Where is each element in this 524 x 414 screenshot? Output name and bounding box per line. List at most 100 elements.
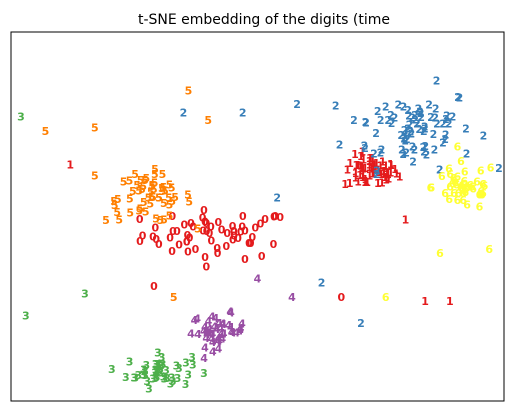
digit-5-point: 5 [111, 199, 119, 212]
digit-6-point: 6 [463, 182, 471, 195]
digit-0-point: 0 [199, 212, 207, 225]
digit-2-point: 2 [417, 111, 425, 124]
digit-4-point: 4 [214, 334, 222, 347]
digit-1-point: 1 [380, 165, 388, 178]
digit-0-point: 0 [168, 210, 176, 223]
digit-5-point: 5 [149, 191, 157, 204]
digit-2-point: 2 [439, 137, 447, 150]
digit-3-point: 3 [152, 365, 160, 378]
digit-1-point: 1 [357, 150, 365, 163]
digit-2-point: 2 [407, 126, 415, 139]
digit-5-point: 5 [140, 196, 148, 209]
digit-0-point: 0 [271, 210, 279, 223]
digit-3-point: 3 [142, 359, 150, 372]
digit-6-point: 6 [458, 183, 466, 196]
digit-1-point: 1 [383, 167, 391, 180]
digit-5-point: 5 [171, 191, 179, 204]
digit-0-point: 0 [149, 230, 157, 243]
digit-1-point: 1 [358, 145, 366, 158]
digit-2-point: 2 [387, 109, 395, 122]
digit-1-point: 1 [372, 157, 380, 170]
digit-0-point: 0 [199, 224, 207, 237]
digit-5-point: 5 [145, 192, 153, 205]
digit-0-point: 0 [183, 236, 191, 249]
digit-1-point: 1 [351, 148, 359, 161]
digit-2-point: 2 [397, 129, 405, 142]
digit-3-point: 3 [169, 375, 177, 388]
digit-0-point: 0 [248, 231, 256, 244]
digit-1-point: 1 [396, 170, 404, 183]
digit-2-point: 2 [425, 99, 433, 112]
digit-1-point: 1 [368, 154, 376, 167]
digit-6-point: 6 [473, 176, 481, 189]
digit-2-point: 2 [400, 133, 408, 146]
digit-5-outlier: 5 [42, 125, 50, 138]
digit-2-point: 2 [421, 140, 429, 153]
digit-2-point: 2 [362, 116, 370, 129]
digit-3-point: 3 [167, 378, 175, 391]
digit-6-point: 6 [450, 187, 458, 200]
digit-4-point: 4 [207, 328, 215, 341]
digit-2-point: 2 [415, 123, 423, 136]
digit-3-point: 3 [152, 372, 160, 385]
digit-1-point: 1 [366, 152, 374, 165]
digit-5-point: 5 [148, 180, 156, 193]
digit-3-point: 3 [152, 363, 160, 376]
digit-0-point: 0 [238, 221, 246, 234]
digit-5-point: 5 [110, 195, 118, 208]
digit-3-point: 3 [151, 366, 159, 379]
digit-1-point: 1 [359, 162, 367, 175]
digit-2-outlier: 2 [357, 317, 365, 330]
digit-3-point: 3 [154, 347, 162, 360]
digit-2-point: 2 [404, 123, 412, 136]
digit-2-point: 2 [401, 132, 409, 145]
digit-0-point: 0 [270, 238, 278, 251]
digit-1-point: 1 [361, 162, 369, 175]
digit-2-point: 2 [427, 111, 435, 124]
digit-0-point: 0 [180, 219, 188, 232]
digit-4-point: 4 [201, 321, 209, 334]
digit-2-point: 2 [401, 135, 409, 148]
digit-1-point: 1 [387, 166, 395, 179]
digit-0-point: 0 [229, 220, 237, 233]
digit-2-point: 2 [456, 91, 464, 104]
digit-4-point: 4 [213, 323, 221, 336]
digit-1-point: 1 [381, 171, 389, 184]
plot-frame [10, 31, 505, 402]
digit-6-point: 6 [469, 182, 477, 195]
digit-2-outlier: 2 [239, 107, 247, 120]
digit-6-point: 6 [468, 181, 476, 194]
digit-1-point: 1 [341, 178, 349, 191]
digit-4-point: 4 [228, 326, 236, 339]
digit-4-point: 4 [229, 326, 237, 339]
digit-2-point: 2 [402, 147, 410, 160]
digit-1-point: 1 [357, 159, 365, 172]
digit-5-point: 5 [147, 186, 155, 199]
digit-6-point: 6 [458, 179, 466, 192]
digit-0-point: 0 [218, 223, 226, 236]
digit-4-point: 4 [236, 325, 244, 338]
digit-5-outlier: 5 [91, 121, 99, 134]
digit-6-point: 6 [451, 174, 459, 187]
digit-1-point: 1 [366, 161, 374, 174]
digit-1-point: 1 [385, 173, 393, 186]
digit-6-point: 6 [457, 181, 465, 194]
digit-6-point: 6 [477, 165, 485, 178]
digit-2-point: 2 [350, 114, 358, 127]
digit-4-outlier: 4 [254, 273, 262, 286]
digit-1-point: 1 [368, 167, 376, 180]
digit-4-point: 4 [208, 332, 216, 345]
digit-3-point: 3 [200, 367, 208, 380]
digit-2-point: 2 [405, 110, 413, 123]
digit-0-point: 0 [234, 232, 242, 245]
digit-0-point: 0 [201, 251, 209, 264]
digit-2-outlier: 2 [180, 107, 188, 120]
digit-4-point: 4 [203, 328, 211, 341]
digit-1-point: 1 [346, 177, 354, 190]
digit-1-point: 1 [366, 155, 374, 168]
digit-4-point: 4 [200, 352, 208, 365]
digit-5-point: 5 [113, 206, 121, 219]
digit-1-point: 1 [343, 164, 351, 177]
digit-6-point: 6 [445, 193, 453, 206]
digit-0-point: 0 [173, 225, 181, 238]
